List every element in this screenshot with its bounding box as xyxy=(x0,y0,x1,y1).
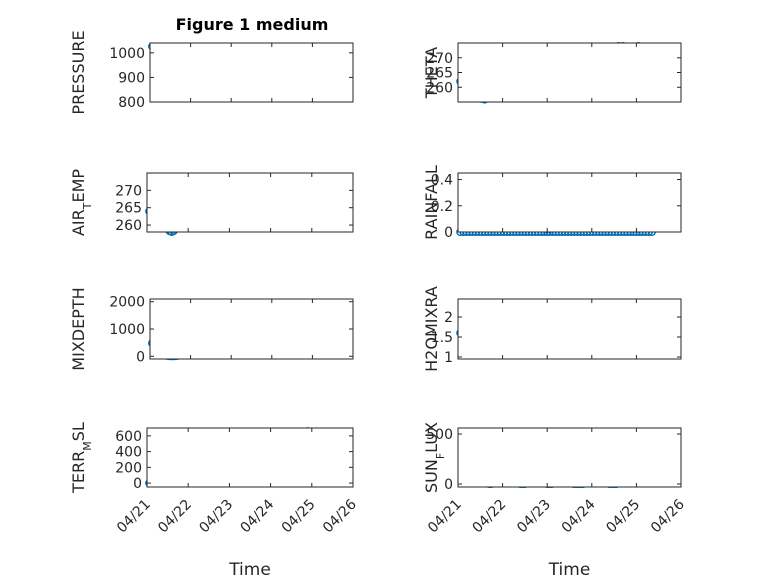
x-tick-label: 04/26 xyxy=(648,496,688,536)
y-tick-label: 265 xyxy=(115,201,142,217)
y-tick-label: 2000 xyxy=(109,295,145,311)
y-tick-label: 2 xyxy=(444,310,453,326)
y-axis-label: THETA xyxy=(422,47,441,99)
y-axis-label: PRESSURE xyxy=(69,30,88,114)
y-tick-label: 600 xyxy=(115,429,142,445)
axes-frame xyxy=(146,427,354,488)
x-tick-label: 04/25 xyxy=(603,497,643,537)
figure-title: Figure 1 medium xyxy=(176,15,329,34)
y-tick-label: 800 xyxy=(118,95,145,111)
x-tick-label: 04/21 xyxy=(114,497,154,537)
x-axis-label: Time xyxy=(228,560,271,580)
y-tick-label: 0 xyxy=(136,349,145,365)
y-tick-label: 1 xyxy=(444,350,453,366)
y-tick-label: 270 xyxy=(115,183,142,199)
y-axis-label: RAINFALL xyxy=(422,165,441,240)
y-tick-label: 400 xyxy=(115,445,142,461)
y-axis-label: AIRTEMP xyxy=(69,169,94,236)
axes-frame xyxy=(457,172,682,233)
y-tick-label: 200 xyxy=(115,460,142,476)
y-tick-label: 0 xyxy=(444,225,453,241)
y-tick-label: 900 xyxy=(118,70,145,86)
y-axis-label: H2OMIXRA xyxy=(422,286,441,372)
y-tick-label: 0.2 xyxy=(431,199,453,215)
x-tick-label: 04/25 xyxy=(279,497,319,537)
axes-frame xyxy=(146,172,354,233)
y-tick-label: 1000 xyxy=(109,46,145,62)
axes-frame xyxy=(149,42,354,103)
x-tick-label: 04/22 xyxy=(155,497,195,537)
axes-frame xyxy=(457,427,682,488)
y-axis-label: MIXDEPTH xyxy=(69,287,88,370)
y-axis-label: TERRMSL xyxy=(69,422,94,494)
y-tick-label: 270 xyxy=(426,51,453,67)
y-tick-label: 260 xyxy=(426,80,453,96)
x-axis-label: Time xyxy=(548,560,591,580)
axes-frame xyxy=(457,298,682,360)
y-tick-label: 1.5 xyxy=(431,330,453,346)
x-tick-label: 04/24 xyxy=(238,496,278,536)
y-tick-label: 0.4 xyxy=(431,173,453,189)
y-tick-label: 265 xyxy=(426,66,453,82)
subplot-1: 800 900 1000 PRESSURE xyxy=(69,30,354,115)
y-tick-label: 500 xyxy=(426,427,453,443)
x-tick-label: 04/21 xyxy=(425,497,465,537)
axes-frame xyxy=(149,298,354,360)
y-tick-label: 0 xyxy=(444,477,453,493)
y-axis-label: SUNFLUX xyxy=(422,422,447,493)
x-tick-label: 04/26 xyxy=(320,496,360,536)
y-tick-label: 0 xyxy=(133,476,142,492)
x-tick-label: 04/24 xyxy=(559,496,599,536)
x-tick-label: 04/23 xyxy=(514,497,554,537)
y-tick-label: 260 xyxy=(115,218,142,234)
x-tick-label: 04/23 xyxy=(196,497,236,537)
x-tick-label: 04/22 xyxy=(470,497,510,537)
subplot-5: 0 1000 2000 MIXDEPTH xyxy=(69,287,354,371)
subplot-8: 0 500 04/21 04/22 04/23 04/24 04/25 04/26 Time SU… xyxy=(422,422,688,580)
y-tick-label: 1000 xyxy=(109,322,145,338)
axes-frame xyxy=(457,42,682,103)
